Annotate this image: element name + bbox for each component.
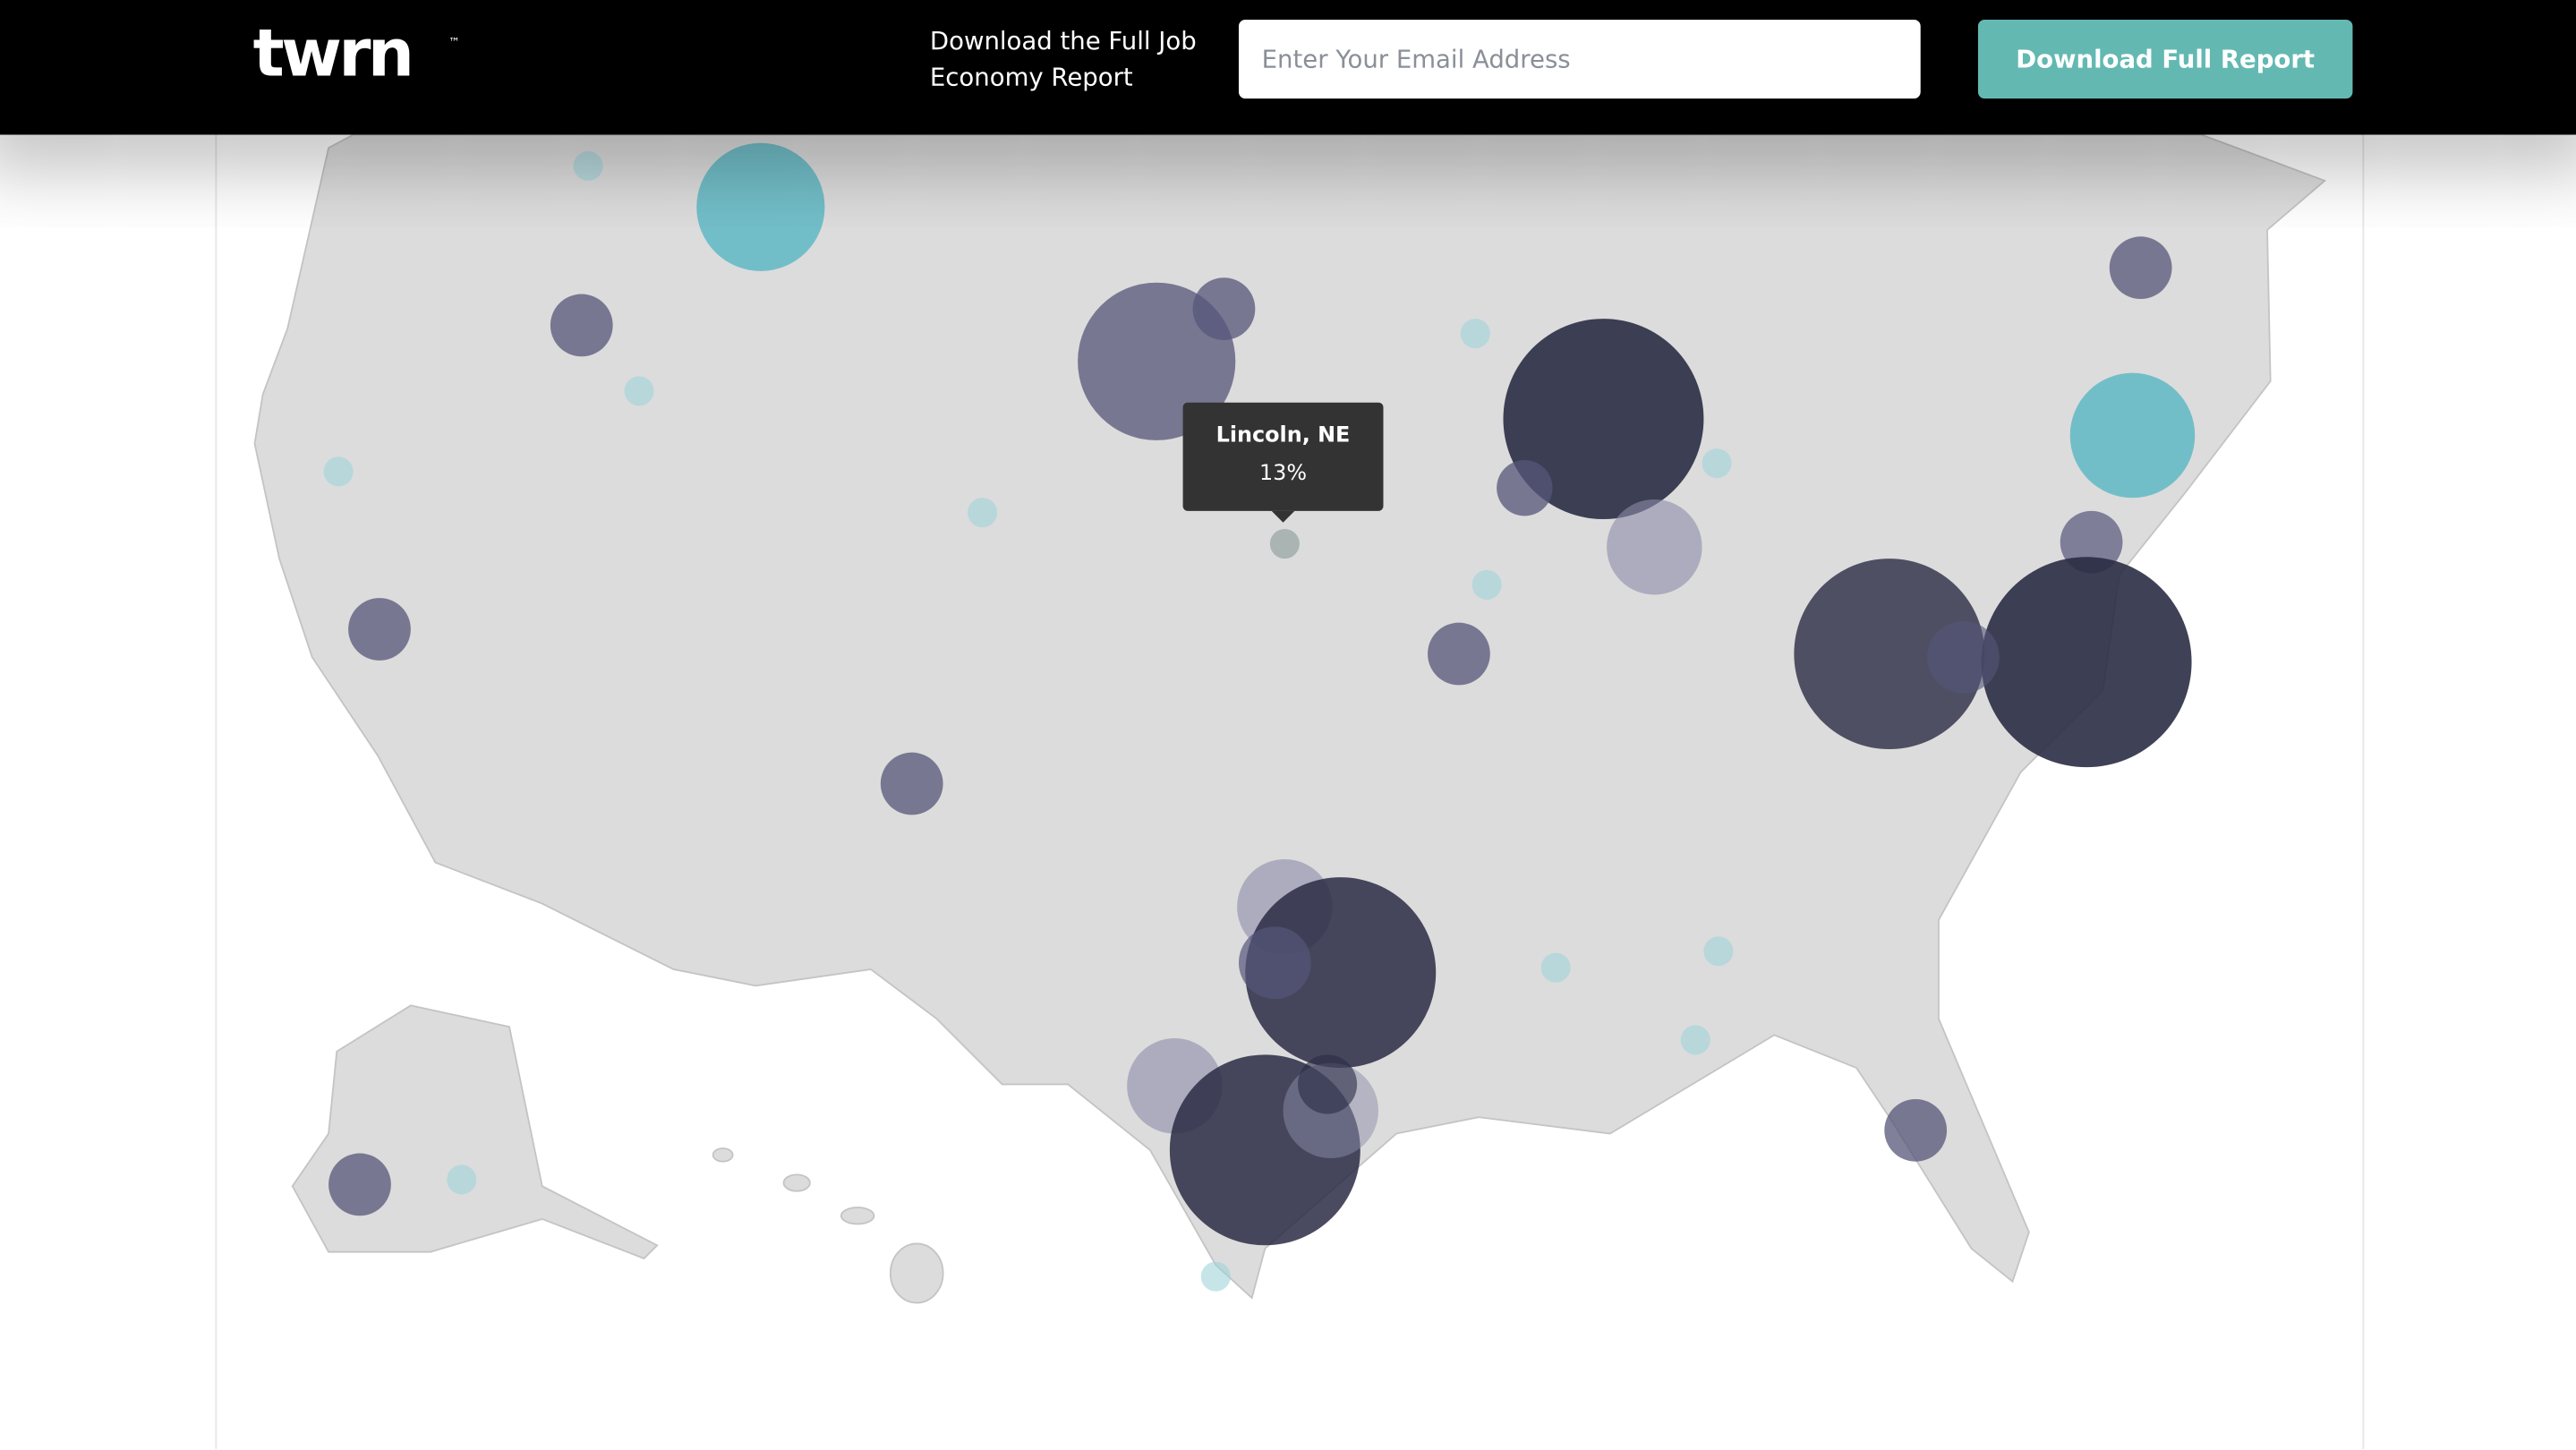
city-bubble[interactable] <box>968 498 998 528</box>
city-bubble[interactable] <box>1794 559 1985 749</box>
city-bubble[interactable] <box>1884 1098 1948 1162</box>
city-bubble[interactable] <box>1428 622 1490 686</box>
tooltip-title: Lincoln, NE <box>1215 423 1351 449</box>
tooltip-value: 13% <box>1258 461 1308 487</box>
city-bubble[interactable] <box>1192 277 1256 340</box>
city-bubble[interactable] <box>2109 236 2172 300</box>
city-bubble[interactable] <box>1680 1025 1710 1055</box>
city-bubble[interactable] <box>696 142 825 271</box>
city-bubble[interactable] <box>1460 319 1490 349</box>
city-bubble[interactable] <box>328 1153 391 1216</box>
city-bubble[interactable] <box>1540 952 1571 983</box>
hawaii <box>782 1173 811 1192</box>
header: twrn ™ Download the Full Job Economy Rep… <box>0 0 2576 135</box>
trademark: ™ <box>448 36 460 50</box>
city-bubble[interactable] <box>624 376 654 406</box>
city-bubble[interactable] <box>1927 620 2000 694</box>
email-input[interactable]: Enter Your Email Address <box>1238 20 1921 99</box>
city-bubble[interactable] <box>447 1164 477 1195</box>
city-bubble[interactable] <box>880 752 943 815</box>
city-bubble[interactable] <box>550 294 613 357</box>
logo[interactable]: twrn <box>252 16 414 92</box>
city-bubble[interactable] <box>1245 877 1437 1069</box>
download-button[interactable]: Download Full Report <box>1977 20 2353 99</box>
city-bubble[interactable] <box>348 598 411 661</box>
city-bubble[interactable] <box>1503 319 1704 520</box>
city-bubble[interactable] <box>1269 529 1300 559</box>
city-bubble[interactable] <box>1703 936 1734 967</box>
city-bubble[interactable] <box>1298 1054 1358 1114</box>
hawaii <box>712 1147 734 1163</box>
city-bubble[interactable] <box>1497 459 1553 516</box>
city-bubble[interactable] <box>1238 926 1311 999</box>
city-bubble[interactable] <box>1200 1261 1231 1292</box>
city-bubble[interactable] <box>1607 499 1702 595</box>
hawaii <box>889 1242 944 1304</box>
map-frame <box>215 0 2365 1449</box>
city-bubble[interactable] <box>2069 372 2196 499</box>
alaska <box>291 1004 659 1260</box>
city-bubble[interactable] <box>323 456 354 487</box>
city-bubble[interactable] <box>1471 569 1502 600</box>
city-bubble[interactable] <box>1981 557 2192 768</box>
city-bubble[interactable] <box>573 150 603 181</box>
us-map <box>253 133 2327 1300</box>
cta-text: Download the Full Job Economy Report <box>929 26 1197 92</box>
hawaii <box>840 1207 875 1225</box>
city-bubble[interactable] <box>1702 448 1732 479</box>
tooltip: Lincoln, NE 13% <box>1182 402 1384 523</box>
